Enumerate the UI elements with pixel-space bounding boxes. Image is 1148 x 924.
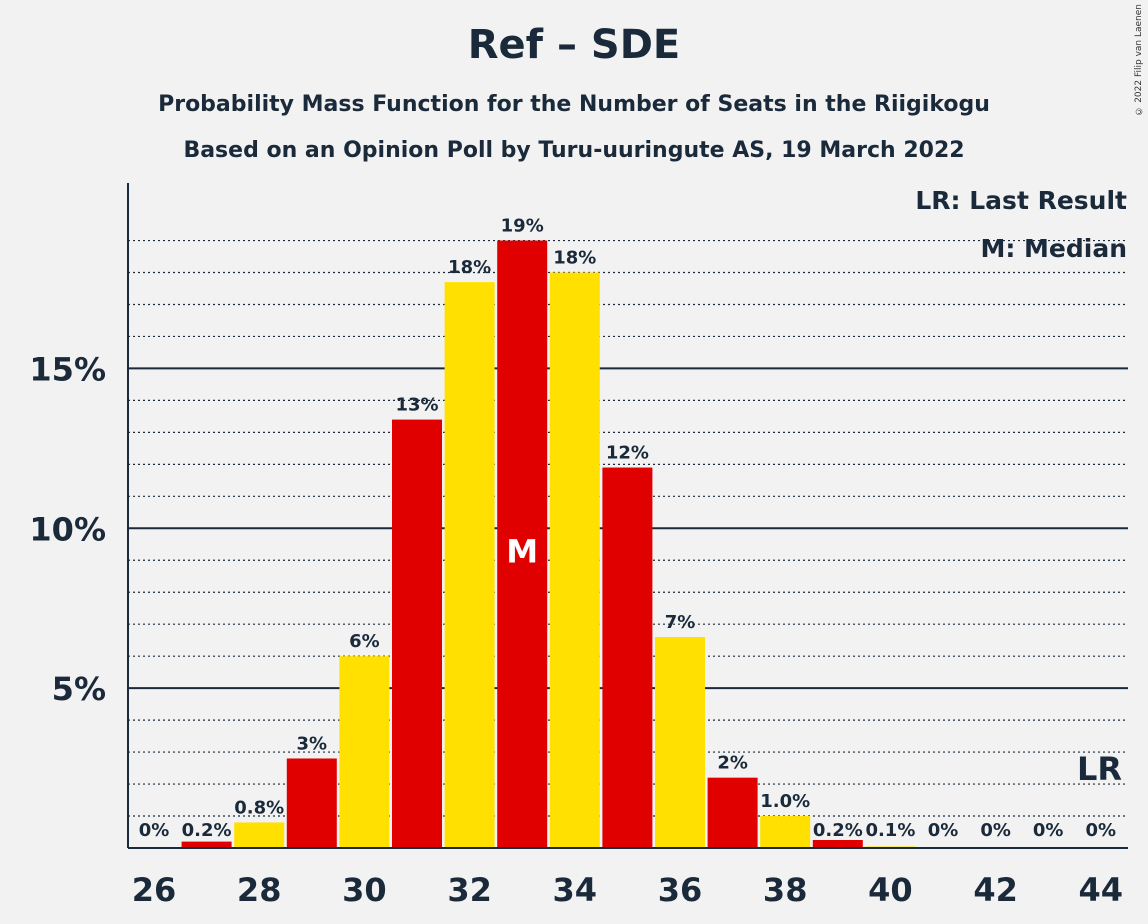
- y-tick-label: 15%: [29, 350, 106, 388]
- data-label: 0.2%: [813, 820, 863, 841]
- x-tick-label: 42: [973, 871, 1018, 909]
- x-tick-label: 36: [658, 871, 703, 909]
- legend-last-result: LR: Last Result: [915, 186, 1127, 215]
- x-tick-label: 40: [868, 871, 913, 909]
- y-axis-ticks: 5% 10% 15%: [29, 350, 106, 708]
- data-label: 12%: [606, 443, 649, 464]
- data-label: 0%: [139, 820, 170, 841]
- data-label: 1.0%: [760, 791, 810, 812]
- data-labels-group: 0% 0.2%0.8%3%6%13%18%19%M18%12%7%2%1.0%0.…: [139, 216, 1116, 841]
- bar-seat-39: [812, 840, 863, 848]
- bar-seat-36: [655, 636, 705, 848]
- data-label: 0.2%: [182, 820, 232, 841]
- bar-seat-28: [234, 822, 285, 848]
- bar-seat-32: [444, 282, 495, 848]
- data-label: 18%: [448, 257, 491, 278]
- x-tick-label: 30: [342, 871, 387, 909]
- x-axis-ticks: 26 28 30 32 34 36 38 40 42 44: [132, 871, 1123, 909]
- data-label: 2%: [717, 753, 748, 774]
- data-label: 7%: [665, 612, 696, 633]
- bar-seat-31: [392, 419, 442, 848]
- bar-seat-29: [286, 758, 337, 848]
- x-tick-label: 32: [447, 871, 492, 909]
- data-label: 0%: [980, 820, 1011, 841]
- chart-subtitle-1: Probability Mass Function for the Number…: [158, 92, 990, 117]
- median-marker: M: [506, 533, 538, 571]
- last-result-marker: LR: [1077, 750, 1122, 788]
- x-tick-label: 34: [553, 871, 598, 909]
- x-tick-label: 28: [237, 871, 282, 909]
- y-tick-label: 10%: [29, 510, 106, 548]
- bars-group: [181, 240, 916, 848]
- x-tick-label: 26: [132, 871, 177, 909]
- data-label: 18%: [553, 248, 596, 269]
- chart-title: Ref – SDE: [467, 22, 681, 68]
- legend-median: M: Median: [980, 234, 1127, 263]
- bar-seat-30: [339, 656, 390, 848]
- bar-seat-33: [497, 240, 548, 848]
- data-label: 0.1%: [865, 820, 915, 841]
- y-tick-label: 5%: [52, 670, 106, 708]
- data-label: 3%: [297, 733, 328, 754]
- data-label: 6%: [349, 631, 380, 652]
- data-label: 19%: [501, 216, 544, 237]
- bar-seat-37: [707, 777, 758, 848]
- x-tick-label: 38: [763, 871, 808, 909]
- data-label: 0%: [1086, 820, 1117, 841]
- data-label: 0%: [1033, 820, 1064, 841]
- bar-seat-35: [602, 467, 653, 848]
- bar-seat-27: [181, 841, 232, 848]
- bar-seat-38: [760, 816, 811, 848]
- bar-seat-34: [549, 272, 600, 848]
- data-label: 0%: [928, 820, 959, 841]
- x-tick-label: 44: [1079, 871, 1124, 909]
- chart-subtitle-2: Based on an Opinion Poll by Turu-uuringu…: [183, 138, 965, 163]
- data-label: 13%: [395, 395, 438, 416]
- data-label: 0.8%: [234, 797, 284, 818]
